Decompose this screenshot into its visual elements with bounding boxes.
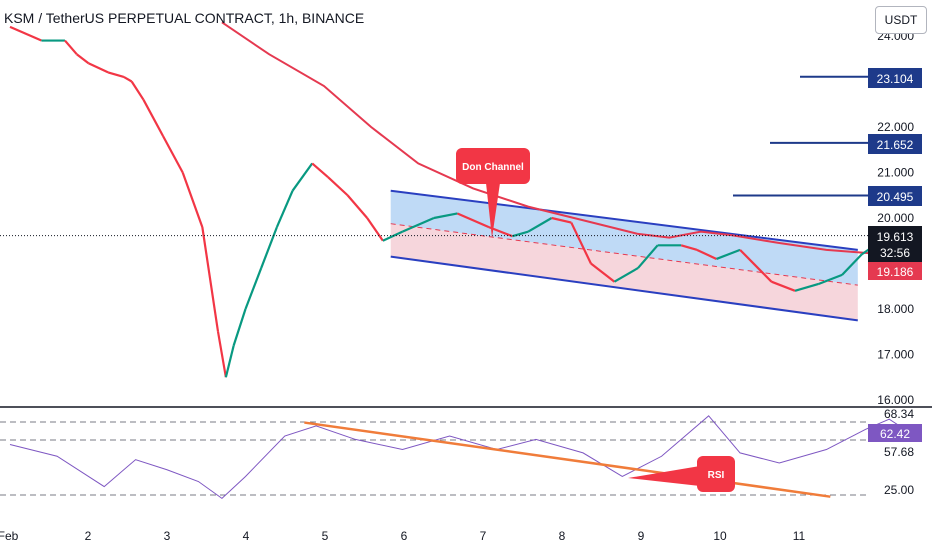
price-segment <box>716 248 741 260</box>
rsi-line <box>9 415 910 500</box>
rsi-callout: RSI <box>628 456 735 492</box>
price-segment <box>123 75 133 83</box>
price-tick-label: 21.000 <box>877 166 914 180</box>
price-segment <box>327 176 349 197</box>
price-segment <box>512 230 529 238</box>
price-tick-label: 20.000 <box>877 211 914 225</box>
countdown-value: 32:56 <box>880 246 910 260</box>
rsi-tick-label: 68.34 <box>884 407 914 421</box>
price-segment <box>130 80 145 101</box>
price-segment <box>224 345 235 378</box>
price-segment <box>232 308 247 346</box>
price-segment <box>590 262 616 283</box>
price-segment <box>216 331 227 378</box>
price-segment <box>275 190 294 228</box>
current-price-value: 19.613 <box>877 230 914 244</box>
channel-lower-line <box>390 255 858 322</box>
time-tick-label: 4 <box>243 529 250 543</box>
price-segment <box>818 273 843 286</box>
time-tick-label: Feb <box>0 529 19 543</box>
price-segment <box>794 282 819 292</box>
time-axis-ticks: Feb 2 3 4 5 6 7 8 9 10 11 <box>0 529 806 543</box>
time-tick-label: 2 <box>85 529 92 543</box>
ma-value: 19.186 <box>877 265 914 279</box>
moving-average-line <box>221 21 913 257</box>
price-segment <box>680 244 698 251</box>
price-segment <box>402 216 435 233</box>
price-segment <box>551 216 572 224</box>
price-tick-label: 18.000 <box>877 302 914 316</box>
channel-lower-fill <box>390 223 858 321</box>
price-tick-label: 17.000 <box>877 348 914 362</box>
don-channel-callout: Don Channel <box>456 148 530 238</box>
don-channel-label: Don Channel <box>462 162 524 173</box>
time-tick-label: 11 <box>793 529 806 543</box>
price-segment <box>570 222 592 264</box>
rsi-axis-ticks: 25.00 57.68 68.34 <box>884 407 914 497</box>
price-segment <box>260 226 278 269</box>
target3-badge: 23.104 <box>868 68 922 88</box>
target-lines <box>733 75 868 197</box>
time-tick-label: 7 <box>480 529 487 543</box>
price-segment <box>311 162 329 178</box>
target1-badge: 20.495 <box>868 186 922 206</box>
rsi-value-badge: 62.42 <box>868 424 922 442</box>
channel-upper-line <box>390 189 858 251</box>
price-segment <box>433 212 458 220</box>
price-segment <box>527 217 553 233</box>
target1-value: 20.495 <box>877 190 914 204</box>
target2-value: 21.652 <box>877 138 914 152</box>
price-segment <box>142 99 165 137</box>
rsi-trendline <box>304 421 831 498</box>
rsi-label: RSI <box>708 470 725 481</box>
price-segment <box>696 248 717 260</box>
time-tick-label: 9 <box>638 529 645 543</box>
price-segment <box>181 172 204 228</box>
ma-badge: 19.186 <box>868 262 922 280</box>
time-tick-label: 10 <box>713 529 727 543</box>
price-segment <box>107 71 125 79</box>
chart-title: KSM / TetherUS PERPETUAL CONTRACT, 1h, B… <box>4 10 365 26</box>
price-segment <box>162 135 184 174</box>
price-segment <box>382 230 403 242</box>
rsi-tick-label: 25.00 <box>884 483 914 497</box>
time-tick-label: 6 <box>401 529 408 543</box>
price-segment <box>88 62 109 74</box>
channel-upper-fill <box>390 190 858 286</box>
price-segment <box>637 244 659 269</box>
price-segment <box>771 280 796 292</box>
price-segment <box>346 194 369 219</box>
currency-button[interactable]: USDT <box>875 6 927 34</box>
price-segment <box>291 162 314 192</box>
price-tick-label: 22.000 <box>877 120 914 134</box>
time-tick-label: 8 <box>559 529 566 543</box>
price-segment <box>613 267 639 283</box>
rsi-current-value: 62.42 <box>880 427 910 441</box>
target3-value: 23.104 <box>877 72 914 86</box>
price-segment <box>739 249 773 283</box>
time-tick-label: 5 <box>322 529 329 543</box>
price-segment <box>76 53 90 65</box>
price-segment <box>841 253 863 276</box>
channel-mid-line <box>390 223 858 286</box>
rsi-tick-label: 57.68 <box>884 445 914 459</box>
time-tick-label: 3 <box>164 529 171 543</box>
price-segment <box>64 39 78 55</box>
price-segment <box>9 25 42 42</box>
price-segment <box>201 226 220 332</box>
don-channel <box>390 189 858 322</box>
price-tick-label: 16.000 <box>877 393 914 407</box>
price-segment <box>457 212 490 229</box>
current-price-badge: 19.613 32:56 <box>868 226 922 262</box>
target2-badge: 21.652 <box>868 134 922 154</box>
price-segment <box>366 217 384 242</box>
price-segment <box>244 267 263 310</box>
